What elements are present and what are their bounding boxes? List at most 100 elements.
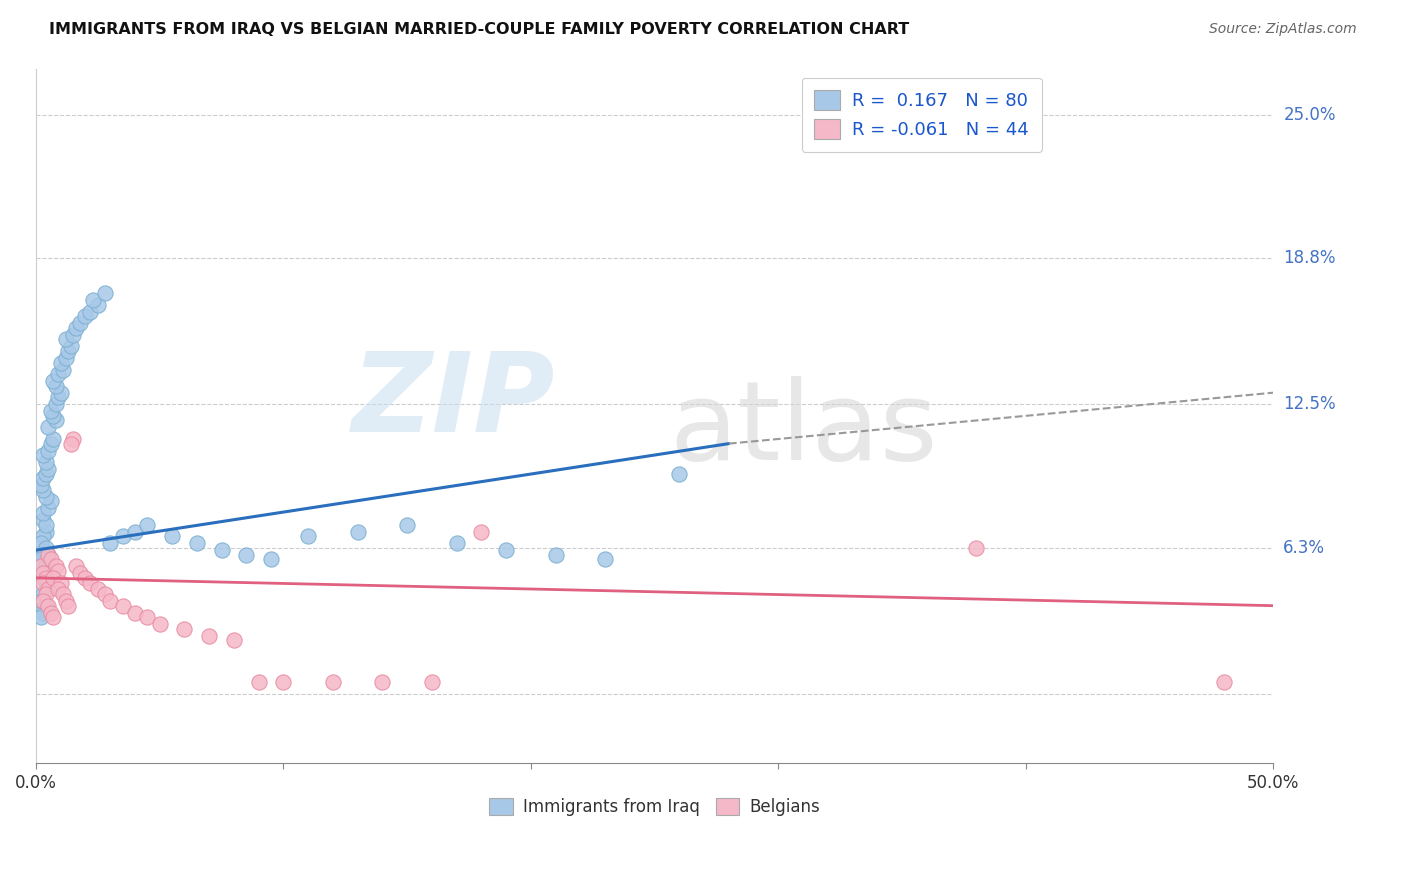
Point	[247, 675, 270, 690]
Point	[111, 599, 134, 613]
Point	[59, 339, 82, 353]
Point	[37, 575, 59, 590]
Point	[59, 436, 82, 450]
Legend: Immigrants from Iraq, Belgians: Immigrants from Iraq, Belgians	[481, 789, 828, 824]
Point	[32, 594, 55, 608]
Point	[45, 559, 67, 574]
Point	[32, 555, 55, 569]
Point	[371, 675, 394, 690]
Text: Source: ZipAtlas.com: Source: ZipAtlas.com	[1209, 22, 1357, 37]
Point	[56, 599, 79, 613]
Point	[35, 552, 58, 566]
Point	[32, 529, 55, 543]
Point	[30, 536, 52, 550]
Point	[82, 293, 104, 307]
Text: ZIP: ZIP	[352, 349, 555, 456]
Point	[32, 587, 55, 601]
Point	[35, 467, 58, 481]
Point	[1212, 675, 1234, 690]
Point	[346, 524, 368, 539]
Text: IMMIGRANTS FROM IRAQ VS BELGIAN MARRIED-COUPLE FAMILY POVERTY CORRELATION CHART: IMMIGRANTS FROM IRAQ VS BELGIAN MARRIED-…	[49, 22, 910, 37]
Point	[46, 582, 69, 597]
Point	[69, 316, 91, 330]
Point	[49, 385, 72, 400]
Point	[69, 566, 91, 581]
Point	[32, 506, 55, 520]
Point	[35, 599, 58, 613]
Text: 25.0%: 25.0%	[1284, 106, 1336, 124]
Point	[39, 404, 62, 418]
Point	[297, 529, 319, 543]
Point	[30, 594, 52, 608]
Point	[593, 552, 616, 566]
Point	[35, 541, 58, 555]
Point	[62, 327, 84, 342]
Point	[39, 552, 62, 566]
Point	[55, 351, 77, 365]
Point	[35, 571, 58, 585]
Point	[37, 582, 59, 597]
Point	[94, 587, 117, 601]
Point	[235, 548, 257, 562]
Point	[42, 409, 65, 423]
Point	[87, 582, 110, 597]
Point	[544, 548, 567, 562]
Point	[75, 571, 97, 585]
Point	[32, 566, 55, 581]
Point	[32, 548, 55, 562]
Point	[37, 501, 59, 516]
Point	[37, 548, 59, 562]
Point	[32, 559, 55, 574]
Point	[32, 543, 55, 558]
Point	[52, 362, 75, 376]
Point	[222, 633, 245, 648]
Point	[55, 333, 77, 347]
Point	[45, 378, 67, 392]
Point	[87, 298, 110, 312]
Point	[32, 575, 55, 590]
Point	[124, 524, 146, 539]
Point	[79, 575, 101, 590]
Point	[273, 675, 295, 690]
Point	[396, 517, 419, 532]
Point	[37, 443, 59, 458]
Point	[37, 548, 59, 562]
Point	[37, 420, 59, 434]
Point	[32, 571, 55, 585]
Point	[30, 552, 52, 566]
Point	[49, 575, 72, 590]
Point	[965, 541, 987, 555]
Text: atlas: atlas	[669, 376, 938, 483]
Point	[46, 390, 69, 404]
Point	[35, 490, 58, 504]
Point	[35, 564, 58, 578]
Point	[124, 606, 146, 620]
Point	[42, 571, 65, 585]
Point	[668, 467, 690, 481]
Point	[79, 304, 101, 318]
Point	[495, 543, 517, 558]
Point	[45, 397, 67, 411]
Point	[98, 594, 121, 608]
Point	[39, 494, 62, 508]
Point	[32, 606, 55, 620]
Point	[111, 529, 134, 543]
Point	[322, 675, 344, 690]
Point	[32, 513, 55, 527]
Point	[35, 524, 58, 539]
Point	[160, 529, 183, 543]
Point	[32, 548, 55, 562]
Point	[446, 536, 468, 550]
Point	[42, 374, 65, 388]
Point	[39, 606, 62, 620]
Point	[136, 517, 159, 532]
Point	[30, 559, 52, 574]
Point	[173, 622, 195, 636]
Text: 6.3%: 6.3%	[1284, 539, 1326, 557]
Point	[32, 448, 55, 462]
Point	[65, 321, 87, 335]
Point	[49, 355, 72, 369]
Point	[37, 462, 59, 476]
Point	[186, 536, 208, 550]
Point	[30, 552, 52, 566]
